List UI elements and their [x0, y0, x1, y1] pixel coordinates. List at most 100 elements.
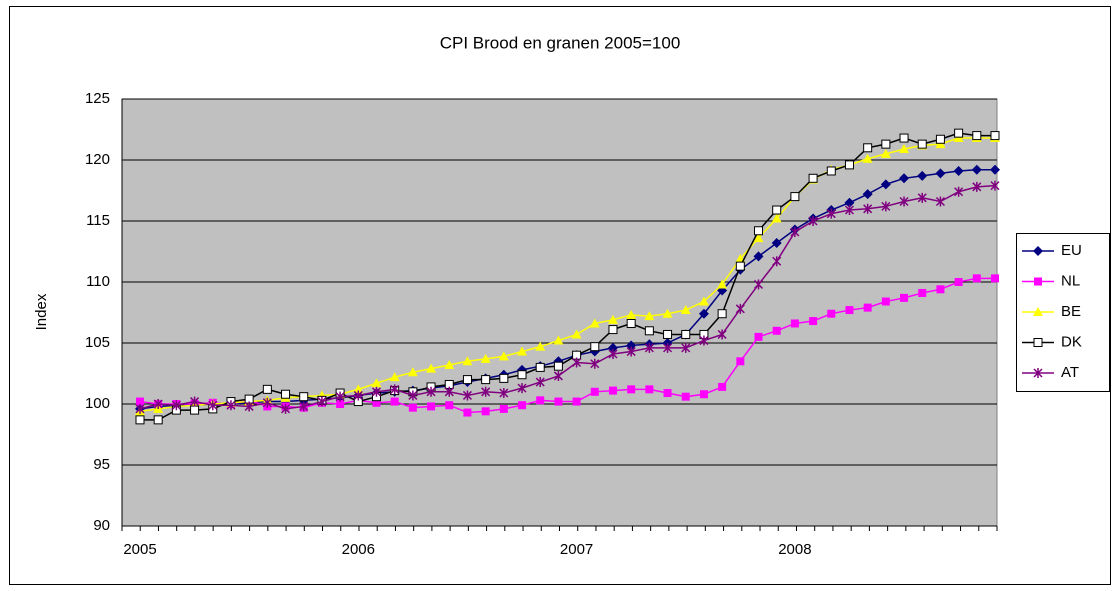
data-point: [135, 403, 145, 414]
data-point: [626, 340, 637, 351]
data-point: [499, 388, 509, 399]
data-point: [991, 274, 999, 283]
data-point: [862, 153, 873, 163]
data-point: [680, 305, 691, 315]
data-point: [863, 303, 872, 312]
data-point: [935, 168, 946, 179]
data-point: [608, 386, 617, 395]
data-point: [990, 131, 1000, 141]
data-point: [790, 192, 800, 202]
data-point: [826, 208, 836, 219]
x-tick-label: 2005: [123, 541, 156, 558]
legend-marker: [1033, 307, 1043, 316]
data-point: [281, 389, 291, 399]
data-point: [317, 396, 327, 407]
data-point: [135, 415, 145, 425]
data-point: [844, 205, 854, 216]
data-point: [626, 309, 637, 319]
data-point: [153, 415, 163, 425]
data-point: [790, 226, 800, 237]
legend-label: DK: [1061, 333, 1082, 350]
data-point: [499, 404, 508, 413]
data-point: [518, 401, 527, 410]
data-point: [808, 173, 818, 183]
legend-marker: [1033, 368, 1043, 378]
data-point: [772, 326, 781, 335]
data-point: [899, 173, 910, 184]
data-point: [262, 384, 272, 394]
data-point: [336, 400, 345, 408]
data-point: [953, 165, 964, 176]
series-line: [139, 184, 996, 410]
data-point: [498, 351, 509, 361]
data-point: [718, 382, 727, 391]
y-tick-label: 95: [93, 456, 110, 473]
y-tick-label: 125: [85, 90, 110, 107]
legend-marker: [1033, 246, 1043, 256]
y-tick-label: 105: [85, 334, 110, 351]
data-point: [462, 356, 473, 366]
data-point: [371, 386, 382, 397]
data-point: [753, 279, 764, 290]
data-point: [553, 361, 563, 371]
data-point: [881, 201, 891, 212]
data-point: [809, 317, 818, 326]
legend-label: BE: [1061, 303, 1081, 320]
plot-area: [121, 98, 998, 527]
data-point: [153, 399, 163, 409]
data-point: [827, 309, 836, 318]
data-point: [644, 326, 654, 336]
data-point: [900, 293, 909, 302]
legend-marker: [1033, 338, 1043, 347]
data-point: [571, 329, 582, 339]
data-point: [954, 278, 963, 286]
data-point: [972, 181, 982, 192]
data-point: [481, 386, 491, 397]
x-tick-label: 2006: [342, 541, 375, 558]
data-point: [608, 325, 618, 335]
data-point: [717, 279, 728, 289]
data-point: [990, 180, 1000, 191]
data-point: [208, 400, 218, 411]
data-point: [572, 357, 582, 368]
data-point: [499, 373, 509, 383]
y-tick-label: 115: [86, 212, 110, 229]
data-point: [353, 390, 363, 401]
data-point: [880, 179, 891, 190]
data-point: [698, 308, 709, 319]
data-point: [899, 144, 910, 154]
data-point: [444, 386, 454, 397]
data-point: [608, 348, 618, 359]
data-point: [698, 296, 709, 306]
data-point: [881, 139, 891, 149]
data-point: [535, 341, 546, 351]
data-point: [699, 335, 709, 346]
data-point: [917, 170, 928, 181]
data-point: [790, 319, 799, 328]
data-point: [463, 408, 472, 417]
data-point: [954, 186, 964, 197]
data-point: [372, 398, 381, 407]
data-point: [736, 357, 745, 366]
data-point: [971, 164, 982, 175]
data-point: [626, 346, 636, 357]
y-tick-label: 110: [86, 273, 110, 290]
data-point: [645, 385, 654, 394]
data-point: [536, 396, 545, 405]
data-point: [607, 314, 618, 324]
data-point: [426, 363, 437, 373]
legend-marker: [1034, 277, 1042, 286]
data-point: [990, 164, 1000, 175]
data-point: [281, 403, 291, 414]
data-point: [772, 256, 782, 267]
data-point: [136, 397, 144, 406]
data-point: [535, 377, 545, 388]
data-point: [590, 342, 600, 352]
data-point: [572, 397, 581, 406]
data-point: [753, 233, 764, 243]
data-point: [553, 370, 563, 381]
data-point: [862, 189, 873, 200]
data-point: [554, 397, 563, 406]
data-point: [607, 342, 618, 353]
